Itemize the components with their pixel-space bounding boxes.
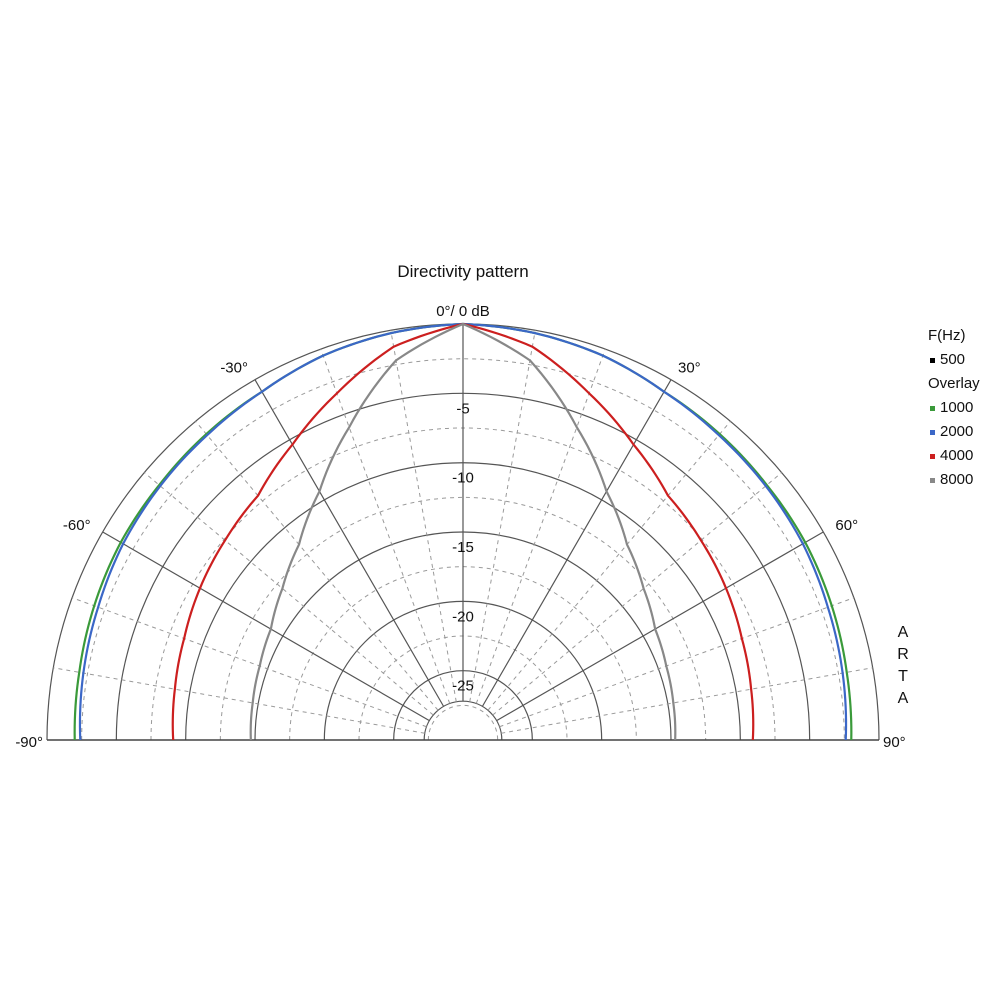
- legend-title: F(Hz): [928, 327, 966, 344]
- radial-tick-label: -10: [452, 470, 474, 487]
- radial-tick-label: -20: [452, 608, 474, 625]
- radial-tick-label: -15: [452, 539, 474, 556]
- grid-ring-dashed: [219, 496, 707, 741]
- grid-spoke-dashed: [390, 330, 457, 702]
- legend: F(Hz) 500 Overlay 1000 2000 4000 8000: [928, 324, 980, 492]
- grid-spoke-dashed: [195, 421, 439, 711]
- angle-tick-label: -90°: [15, 734, 43, 751]
- polar-grid: [46, 323, 880, 741]
- legend-swatch-500: [930, 357, 935, 363]
- series-curve-8000: [249, 322, 677, 741]
- grid-spoke-dashed: [499, 597, 855, 728]
- legend-label-8000: 8000: [940, 471, 974, 488]
- radial-tick-label: -5: [456, 400, 469, 417]
- grid-spoke-solid: [496, 531, 824, 722]
- grid-spoke-dashed: [53, 667, 425, 734]
- legend-item-8000: 8000: [928, 468, 980, 492]
- watermark-letter: A: [897, 624, 909, 641]
- legend-label-2000: 2000: [940, 423, 974, 440]
- grid-spoke-solid: [102, 531, 430, 722]
- grid-spoke-dashed: [469, 330, 536, 702]
- grid-spoke-dashed: [475, 348, 606, 704]
- series-curves: [73, 322, 853, 741]
- grid-spoke-dashed: [320, 348, 451, 704]
- legend-swatch-8000: [930, 477, 935, 483]
- grid-ring-dashed: [81, 358, 845, 741]
- angle-tick-label: -30°: [220, 360, 248, 377]
- angle-tick-label: 90°: [883, 734, 906, 751]
- legend-item-1000: 1000: [928, 396, 980, 420]
- watermark-letter: T: [898, 668, 908, 685]
- radial-tick-label: -25: [452, 678, 474, 695]
- watermark-letter: A: [897, 690, 909, 707]
- grid-spoke-dashed: [492, 472, 782, 716]
- top-axis-label: 0°/ 0 dB: [436, 303, 490, 320]
- legend-label-500: 500: [940, 351, 966, 368]
- grid-spoke-dashed: [501, 667, 873, 734]
- grid-ring-dashed: [427, 704, 499, 741]
- grid-spoke-dashed: [144, 472, 434, 716]
- angle-tick-label: -60°: [63, 517, 91, 534]
- grid-spoke-solid: [481, 379, 672, 707]
- legend-swatch-4000: [930, 453, 935, 459]
- chart-title: Directivity pattern: [397, 262, 528, 281]
- legend-label-1000: 1000: [940, 399, 974, 416]
- legend-swatch-1000: [930, 405, 935, 411]
- watermark-letter: R: [897, 646, 909, 663]
- axis-labels: -5 -10 -15 -20 -25 0°/ 0 dB -90° -60° -30° 30° 60°…: [15, 303, 905, 751]
- angle-tick-label: 60°: [835, 517, 858, 534]
- angle-tick-label: 30°: [678, 360, 701, 377]
- grid-spoke-solid: [254, 379, 445, 707]
- legend-swatch-2000: [930, 429, 935, 435]
- legend-label-4000: 4000: [940, 447, 974, 464]
- grid-spoke-dashed: [71, 597, 427, 728]
- legend-item-2000: 2000: [928, 420, 980, 444]
- legend-item-500: 500: [928, 348, 980, 372]
- legend-overlay-title: Overlay: [928, 375, 980, 392]
- legend-item-4000: 4000: [928, 444, 980, 468]
- grid-spoke-dashed: [487, 421, 731, 711]
